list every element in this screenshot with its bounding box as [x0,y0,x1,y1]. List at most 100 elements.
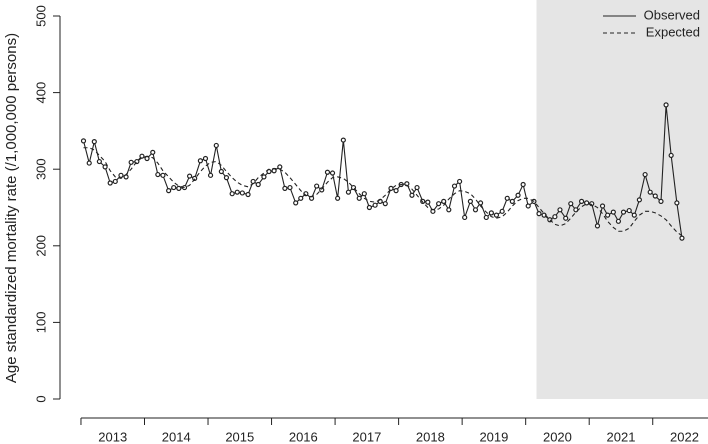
data-point [441,198,447,204]
data-point [356,195,362,201]
data-point [472,207,479,213]
y-tick-label: 400 [33,82,48,104]
data-point [324,169,331,175]
data-point [409,192,415,198]
data-point [150,149,156,155]
data-point [245,191,251,198]
data-point [176,185,182,191]
x-tick-label: 2018 [416,429,445,444]
data-point [171,184,177,191]
y-tick-label: 500 [33,5,48,27]
data-point [202,155,209,162]
data-point [118,172,124,178]
data-point [250,178,256,185]
data-point [436,201,442,207]
data-point [425,199,431,205]
x-tick-label: 2017 [352,429,381,444]
data-point [552,214,558,220]
data-point [652,193,658,199]
data-point [663,102,669,108]
data-point [277,164,283,170]
data-point [340,137,346,143]
x-tick-label: 2016 [289,429,318,444]
data-point [366,204,372,211]
data-point [493,212,500,218]
data-point [631,212,637,218]
data-point [451,183,458,189]
data-point [504,195,510,201]
data-point [271,168,277,174]
data-point [679,235,685,241]
data-point [213,142,219,149]
data-point [414,184,420,191]
data-point [335,195,341,201]
data-point [160,172,166,178]
data-point [605,212,611,218]
data-point [520,181,526,188]
data-point [86,160,92,166]
shaded-period [536,0,708,399]
x-tick-label: 2020 [543,429,572,444]
data-point [223,175,230,181]
data-point [483,214,489,221]
x-tick-label: 2021 [607,429,636,444]
data-point [610,209,616,215]
data-point [192,175,198,181]
data-point [467,198,473,204]
x-tick-label: 2022 [670,429,699,444]
data-point [234,189,240,195]
data-point [314,183,320,189]
data-point [488,210,494,216]
data-point [499,208,505,214]
data-point [218,168,224,175]
data-point [636,197,642,203]
data-point [229,191,235,197]
data-point [298,195,304,201]
data-point [647,189,653,195]
data-point [319,187,325,193]
data-point [642,171,648,178]
data-point [112,178,118,185]
data-point [589,201,595,207]
y-axis-label: Age standardized mortality rate (/1,000,… [3,33,20,383]
data-point [345,189,352,195]
data-point [393,188,399,194]
data-point [626,207,632,214]
data-point [594,223,601,229]
data-point [91,139,97,145]
data-point [255,181,261,188]
data-point [674,200,680,206]
data-point [536,211,542,217]
data-point [187,173,193,179]
data-point [462,214,468,221]
data-point [80,138,87,144]
data-point [658,198,664,204]
data-point [287,184,293,191]
data-point [515,192,521,198]
x-tick-label: 2019 [479,429,508,444]
data-point [382,201,388,207]
data-point [599,203,606,209]
data-point [668,152,674,159]
data-point [361,191,367,197]
data-point [207,172,214,178]
x-tick-label: 2014 [162,429,191,444]
data-point [239,190,245,196]
data-point [372,202,378,208]
data-point [477,200,484,206]
data-point [457,178,463,185]
data-point [584,200,590,206]
data-point [509,198,515,204]
data-point [197,158,203,164]
y-tick-label: 0 [33,395,48,402]
data-point [388,185,394,191]
legend-label: Expected [646,24,700,39]
data-point [102,164,108,170]
data-point [261,174,267,180]
data-point [620,209,627,215]
data-point [155,171,161,178]
data-point [525,203,531,209]
y-tick-label: 100 [33,312,48,334]
